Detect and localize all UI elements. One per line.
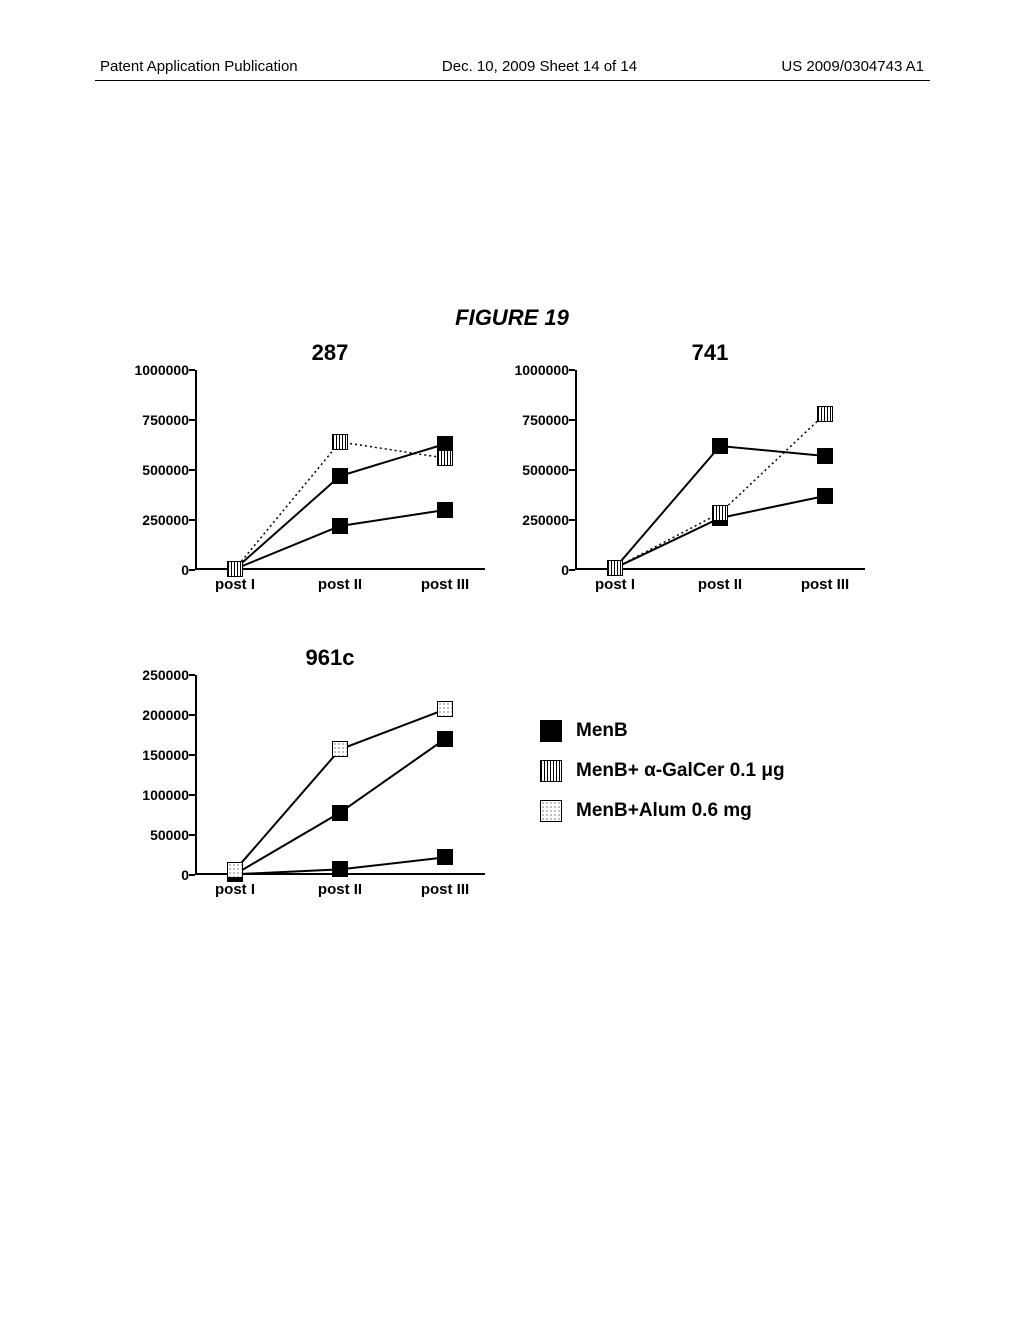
data-marker: [332, 468, 348, 484]
figure-title: FIGURE 19: [0, 305, 1024, 331]
chart-287: 287 02500005000007500001000000post Ipost…: [195, 340, 465, 570]
xtick-label: post III: [421, 875, 469, 898]
data-marker: [607, 560, 623, 576]
legend-row: MenB: [540, 720, 785, 742]
legend: MenB MenB+ α-GalCer 0.1 μg MenB+Alum 0.6…: [540, 720, 785, 840]
data-marker: [712, 505, 728, 521]
xtick-label: post II: [318, 875, 362, 898]
data-marker: [227, 862, 243, 878]
ytick-label: 1000000: [514, 362, 575, 378]
data-marker: [332, 861, 348, 877]
legend-swatch-galcer: [540, 760, 562, 782]
ytick-label: 250000: [522, 512, 575, 528]
xtick-label: post II: [698, 570, 742, 593]
data-marker: [437, 701, 453, 717]
ytick-label: 250000: [142, 667, 195, 683]
data-marker: [332, 805, 348, 821]
data-marker: [437, 502, 453, 518]
data-marker: [437, 450, 453, 466]
data-marker: [817, 448, 833, 464]
legend-row: MenB+Alum 0.6 mg: [540, 800, 785, 822]
data-marker: [227, 561, 243, 577]
data-marker: [437, 849, 453, 865]
chart-741: 741 02500005000007500001000000post Ipost…: [575, 340, 845, 570]
legend-label: MenB+Alum 0.6 mg: [576, 800, 752, 822]
chart-287-title: 287: [195, 340, 465, 366]
header-center: Dec. 10, 2009 Sheet 14 of 14: [442, 58, 637, 75]
ytick-label: 200000: [142, 707, 195, 723]
chart-741-title: 741: [575, 340, 845, 366]
data-marker: [817, 488, 833, 504]
ytick-label: 1000000: [134, 362, 195, 378]
chart-961c: 961c 050000100000150000200000250000post …: [195, 645, 465, 875]
header-right: US 2009/0304743 A1: [781, 58, 924, 75]
data-marker: [817, 406, 833, 422]
ytick-label: 500000: [522, 462, 575, 478]
ytick-label: 150000: [142, 747, 195, 763]
ytick-label: 100000: [142, 787, 195, 803]
data-marker: [712, 438, 728, 454]
xtick-label: post III: [421, 570, 469, 593]
data-marker: [437, 731, 453, 747]
xtick-label: post III: [801, 570, 849, 593]
ytick-label: 750000: [142, 412, 195, 428]
legend-swatch-alum: [540, 800, 562, 822]
header-left: Patent Application Publication: [100, 58, 298, 75]
legend-row: MenB+ α-GalCer 0.1 μg: [540, 760, 785, 782]
data-marker: [332, 518, 348, 534]
xtick-label: post II: [318, 570, 362, 593]
data-marker: [332, 434, 348, 450]
header-rule: [95, 80, 930, 81]
ytick-label: 250000: [142, 512, 195, 528]
ytick-label: 500000: [142, 462, 195, 478]
data-marker: [332, 741, 348, 757]
legend-swatch-menb: [540, 720, 562, 742]
legend-label: MenB+ α-GalCer 0.1 μg: [576, 760, 785, 782]
ytick-label: 750000: [522, 412, 575, 428]
legend-label: MenB: [576, 720, 628, 742]
chart-961c-title: 961c: [195, 645, 465, 671]
